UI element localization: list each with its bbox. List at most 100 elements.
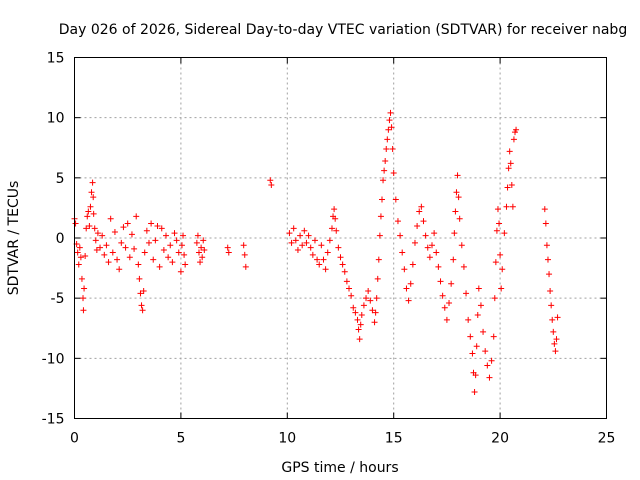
data-point [418, 203, 425, 210]
y-tick-label: 5 [56, 171, 65, 187]
data-point [328, 225, 335, 232]
data-point [335, 244, 342, 251]
data-point [103, 242, 110, 249]
y-tick-label: -5 [51, 291, 65, 307]
data-point [138, 302, 145, 309]
data-point [109, 249, 116, 256]
data-point [126, 254, 133, 261]
data-point [152, 237, 159, 244]
data-point [401, 266, 408, 273]
data-point [451, 230, 458, 237]
data-point [124, 220, 131, 227]
data-point [431, 230, 438, 237]
data-point [411, 239, 418, 246]
data-point [378, 196, 385, 203]
data-point [456, 215, 463, 222]
data-point [193, 239, 200, 246]
data-point [405, 297, 412, 304]
data-point [371, 319, 378, 326]
data-point [375, 256, 382, 263]
data-point [488, 357, 495, 364]
data-point [105, 259, 112, 266]
data-point [357, 321, 364, 328]
data-point [369, 307, 376, 314]
data-point [297, 232, 304, 239]
x-tick-label: 5 [176, 431, 185, 447]
data-point [551, 340, 558, 347]
data-point [80, 295, 87, 302]
data-point [324, 249, 331, 256]
data-point [424, 244, 431, 251]
data-point [480, 328, 487, 335]
x-axis-title: GPS time / hours [281, 460, 398, 476]
data-point [94, 230, 101, 237]
data-point [116, 266, 123, 273]
data-point [87, 203, 94, 210]
data-point [77, 254, 84, 261]
data-point [508, 182, 515, 189]
data-point [433, 249, 440, 256]
data-point [135, 261, 142, 268]
data-point [455, 194, 462, 201]
data-point [72, 220, 79, 227]
data-point [322, 266, 329, 273]
data-point [385, 126, 392, 133]
data-point [156, 263, 163, 270]
data-point [497, 251, 504, 258]
data-point [82, 253, 89, 260]
data-point [314, 256, 321, 263]
x-tick-label: 15 [385, 431, 403, 447]
data-point [547, 287, 554, 294]
data-point [107, 215, 114, 222]
data-point [472, 372, 479, 379]
data-point [377, 213, 384, 220]
data-point [331, 206, 338, 213]
data-point [326, 237, 333, 244]
data-point [200, 237, 207, 244]
data-point [299, 242, 306, 249]
data-point [446, 299, 453, 306]
data-point [452, 208, 459, 215]
data-point [387, 109, 394, 116]
data-point [90, 194, 97, 201]
data-point [475, 285, 482, 292]
data-point [195, 249, 202, 256]
data-point [358, 312, 365, 319]
data-point [141, 249, 148, 256]
data-point [414, 222, 421, 229]
data-point [435, 263, 442, 270]
data-point [505, 165, 512, 172]
y-tick-label: 15 [47, 51, 65, 67]
data-point [339, 261, 346, 268]
data-point [506, 148, 513, 155]
data-point [137, 290, 144, 297]
data-point [504, 184, 511, 191]
tick-labels: 0 5 10 15 20 25 -15 -10 -5 0 5 10 15 [42, 51, 616, 447]
data-point [383, 145, 390, 152]
data-point [120, 224, 127, 231]
data-point [439, 292, 446, 299]
data-point [493, 227, 500, 234]
data-point [363, 295, 370, 302]
data-point [198, 244, 205, 251]
data-point [503, 203, 510, 210]
data-point [303, 239, 310, 246]
data-point [307, 244, 314, 251]
data-point [491, 295, 498, 302]
data-point [101, 251, 108, 258]
data-point [429, 242, 436, 249]
data-point [89, 179, 96, 186]
data-point [407, 280, 414, 287]
data-point [367, 297, 374, 304]
data-point [352, 309, 359, 316]
data-point [167, 242, 174, 249]
data-point [388, 124, 395, 131]
data-point [494, 206, 501, 213]
data-point [181, 251, 188, 258]
data-point [294, 247, 301, 254]
x-tick-label: 25 [598, 431, 616, 447]
data-point [286, 230, 293, 237]
x-tick-label: 10 [278, 431, 296, 447]
data-point [242, 263, 249, 270]
